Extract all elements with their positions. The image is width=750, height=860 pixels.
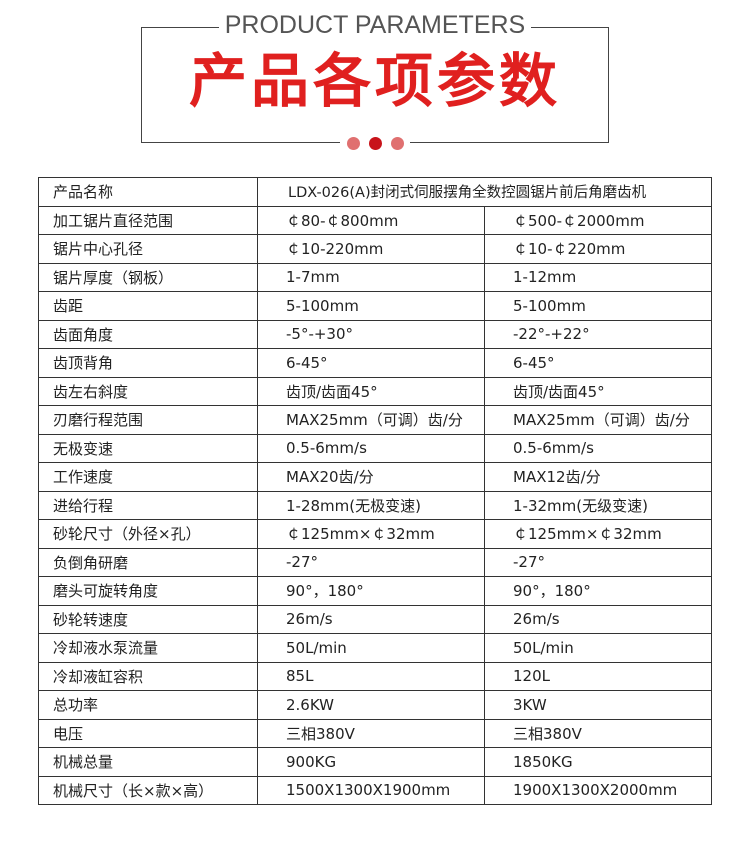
model-b-value: ￠125mm×￠32mm — [484, 519, 712, 549]
model-a-value: 900KG — [257, 747, 485, 777]
model-b-value: -22°-+22° — [484, 319, 712, 349]
table-row: 进给行程 1-28mm(无极变速) 1-32mm(无级变速) — [38, 490, 712, 520]
table-row: 锯片中心孔径 ￠10-220mm ￠10-￠220mm — [38, 234, 712, 264]
model-a-value: 1-28mm(无极变速) — [257, 490, 485, 520]
param-name: 机械总量 — [38, 747, 258, 777]
table-row: 总功率 2.6KW 3KW — [38, 690, 712, 720]
model-b-value: 齿顶/齿面45° — [484, 376, 712, 406]
model-b-value: ￠10-￠220mm — [484, 234, 712, 264]
model-b-value: 0.5-6mm/s — [484, 433, 712, 463]
param-name: 进给行程 — [38, 490, 258, 520]
product-name-label: 产品名称 — [38, 177, 258, 207]
model-b-value: MAX25mm（可调）齿/分 — [484, 405, 712, 435]
model-b-value: 90°，180° — [484, 576, 712, 606]
param-name: 磨头可旋转角度 — [38, 576, 258, 606]
param-name: 冷却液缸容积 — [38, 661, 258, 691]
param-name: 齿左右斜度 — [38, 376, 258, 406]
param-name: 负倒角研磨 — [38, 547, 258, 577]
model-a-value: 85L — [257, 661, 485, 691]
param-name: 电压 — [38, 718, 258, 748]
table-row: 无极变速 0.5-6mm/s 0.5-6mm/s — [38, 433, 712, 463]
title-english: PRODUCT PARAMETERS — [218, 10, 532, 40]
model-a-value: MAX25mm（可调）齿/分 — [257, 405, 485, 435]
page-title: 产品各项参数 — [188, 47, 561, 115]
param-name: 齿距 — [38, 291, 258, 321]
decorative-dots — [340, 134, 410, 152]
table-row: 冷却液缸容积 85L 120L — [38, 661, 712, 691]
model-a-value: ￠125mm×￠32mm — [257, 519, 485, 549]
model-a-value: -5°-+30° — [257, 319, 485, 349]
model-a-value: 1-7mm — [257, 262, 485, 292]
table-row: 电压 三相380V 三相380V — [38, 718, 712, 748]
model-b-value: 50L/min — [484, 633, 712, 663]
product-name-value: LDX-026(A)封闭式伺服摆角全数控圆锯片前后角磨齿机 — [257, 177, 712, 207]
model-b-value: MAX12齿/分 — [484, 462, 712, 492]
model-b-value: 1-32mm(无级变速) — [484, 490, 712, 520]
param-name: 总功率 — [38, 690, 258, 720]
model-b-value: 120L — [484, 661, 712, 691]
model-a-value: 1500X1300X1900mm — [257, 775, 485, 805]
model-b-value: 1850KG — [484, 747, 712, 777]
model-a-value: 26m/s — [257, 604, 485, 634]
param-name: 无极变速 — [38, 433, 258, 463]
model-a-value: MAX20齿/分 — [257, 462, 485, 492]
parameters-table: 产品名称 LDX-026(A)封闭式伺服摆角全数控圆锯片前后角磨齿机 加工锯片直… — [38, 177, 712, 805]
param-name: 砂轮转速度 — [38, 604, 258, 634]
model-b-value: 3KW — [484, 690, 712, 720]
table-row: 加工锯片直径范围 ￠80-￠800mm ￠500-￠2000mm — [38, 205, 712, 235]
model-a-value: ￠80-￠800mm — [257, 205, 485, 235]
param-name: 锯片厚度（钢板） — [38, 262, 258, 292]
param-name: 工作速度 — [38, 462, 258, 492]
model-b-value: 1-12mm — [484, 262, 712, 292]
table-row: 锯片厚度（钢板） 1-7mm 1-12mm — [38, 262, 712, 292]
model-a-value: 90°，180° — [257, 576, 485, 606]
model-a-value: 5-100mm — [257, 291, 485, 321]
table-row: 磨头可旋转角度 90°，180° 90°，180° — [38, 576, 712, 606]
model-a-value: -27° — [257, 547, 485, 577]
param-name: 锯片中心孔径 — [38, 234, 258, 264]
model-a-value: 0.5-6mm/s — [257, 433, 485, 463]
model-b-value: ￠500-￠2000mm — [484, 205, 712, 235]
title-english-wrap: PRODUCT PARAMETERS — [141, 8, 609, 42]
model-a-value: 三相380V — [257, 718, 485, 748]
dot-icon — [390, 136, 404, 150]
param-name: 砂轮尺寸（外径×孔） — [38, 519, 258, 549]
model-b-value: 三相380V — [484, 718, 712, 748]
table-row: 机械总量 900KG 1850KG — [38, 747, 712, 777]
table-row: 砂轮转速度 26m/s 26m/s — [38, 604, 712, 634]
model-b-value: 5-100mm — [484, 291, 712, 321]
table-row: 刃磨行程范围 MAX25mm（可调）齿/分 MAX25mm（可调）齿/分 — [38, 405, 712, 435]
param-name: 刃磨行程范围 — [38, 405, 258, 435]
param-name: 加工锯片直径范围 — [38, 205, 258, 235]
table-row: 砂轮尺寸（外径×孔） ￠125mm×￠32mm ￠125mm×￠32mm — [38, 519, 712, 549]
dot-icon — [346, 136, 360, 150]
model-b-value: 6-45° — [484, 348, 712, 378]
dot-icon — [368, 136, 382, 150]
param-name: 齿顶背角 — [38, 348, 258, 378]
model-a-value: 50L/min — [257, 633, 485, 663]
model-a-value: 6-45° — [257, 348, 485, 378]
param-name: 冷却液水泵流量 — [38, 633, 258, 663]
table-row: 齿距 5-100mm 5-100mm — [38, 291, 712, 321]
table-row: 机械尺寸（长×款×高） 1500X1300X1900mm 1900X1300X200… — [38, 775, 712, 805]
param-name: 齿面角度 — [38, 319, 258, 349]
param-name: 机械尺寸（长×款×高） — [38, 775, 258, 805]
table-header-row: 产品名称 LDX-026(A)封闭式伺服摆角全数控圆锯片前后角磨齿机 — [38, 177, 712, 207]
model-a-value: 2.6KW — [257, 690, 485, 720]
table-row: 齿面角度 -5°-+30° -22°-+22° — [38, 319, 712, 349]
model-a-value: ￠10-220mm — [257, 234, 485, 264]
model-b-value: 26m/s — [484, 604, 712, 634]
table-row: 工作速度 MAX20齿/分 MAX12齿/分 — [38, 462, 712, 492]
table-row: 齿左右斜度 齿顶/齿面45° 齿顶/齿面45° — [38, 376, 712, 406]
table-row: 冷却液水泵流量 50L/min 50L/min — [38, 633, 712, 663]
model-a-value: 齿顶/齿面45° — [257, 376, 485, 406]
table-row: 齿顶背角 6-45° 6-45° — [38, 348, 712, 378]
model-b-value: -27° — [484, 547, 712, 577]
model-b-value: 1900X1300X2000mm — [484, 775, 712, 805]
table-row: 负倒角研磨 -27° -27° — [38, 547, 712, 577]
